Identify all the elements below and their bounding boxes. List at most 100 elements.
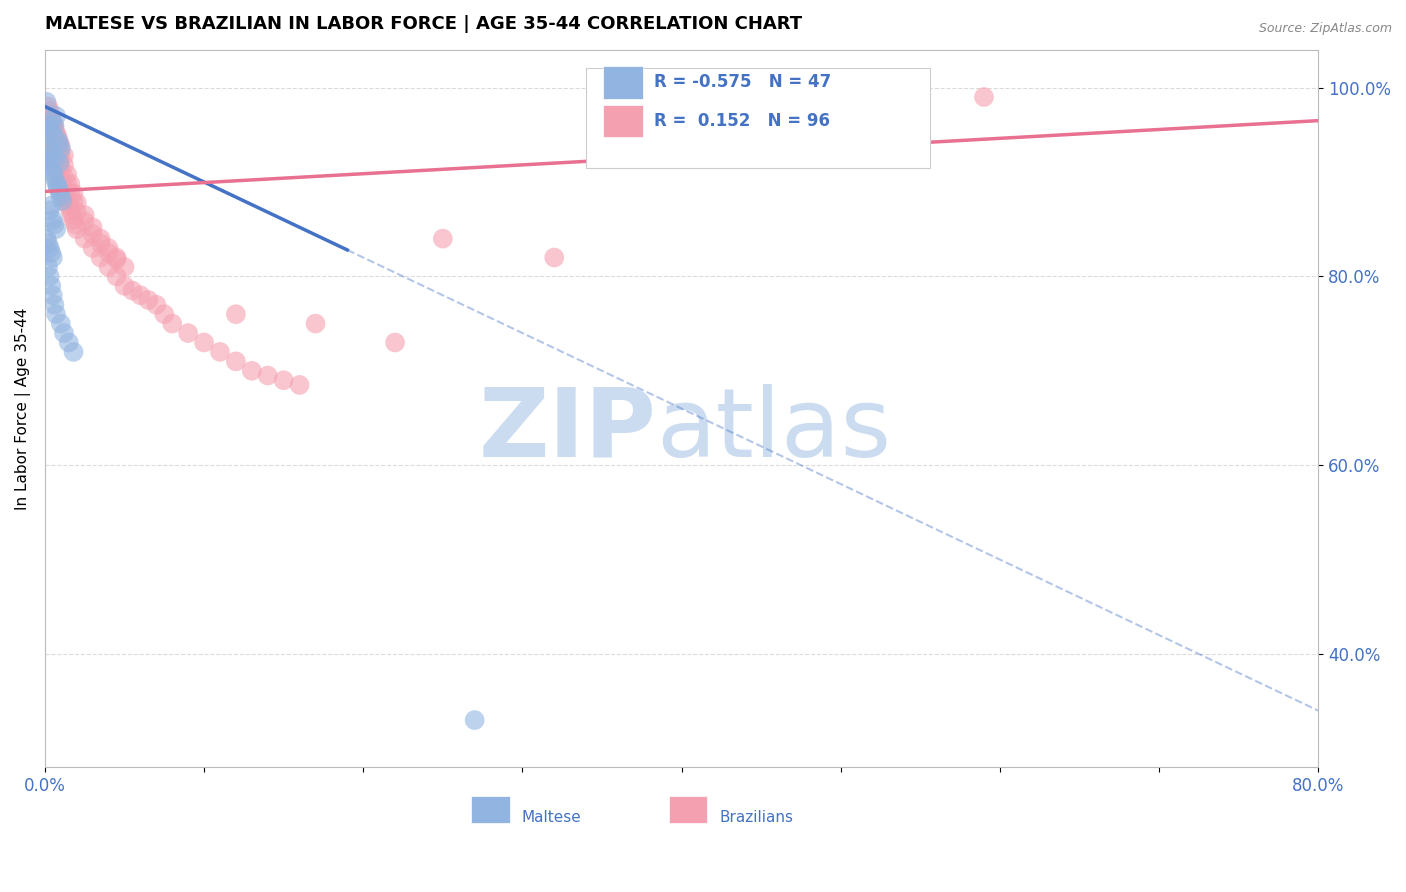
Point — [45, 109, 67, 123]
Point — [225, 354, 247, 368]
Point — [44, 170, 66, 185]
Point — [225, 307, 247, 321]
Point — [256, 368, 278, 383]
Point — [42, 165, 65, 179]
Point — [51, 194, 73, 208]
Point — [73, 232, 96, 246]
Point — [44, 129, 66, 144]
FancyBboxPatch shape — [603, 66, 644, 99]
Point — [48, 170, 70, 185]
Point — [66, 222, 89, 236]
Point — [38, 152, 60, 166]
Point — [39, 111, 62, 125]
Point — [35, 132, 58, 146]
Text: Maltese: Maltese — [522, 810, 581, 825]
Point — [73, 208, 96, 222]
Point — [56, 168, 79, 182]
Text: R = -0.575   N = 47: R = -0.575 N = 47 — [654, 73, 831, 92]
Point — [49, 175, 72, 189]
Point — [53, 158, 76, 172]
Text: MALTESE VS BRAZILIAN IN LABOR FORCE | AGE 35-44 CORRELATION CHART: MALTESE VS BRAZILIAN IN LABOR FORCE | AG… — [45, 15, 801, 33]
Point — [45, 161, 67, 175]
Point — [384, 335, 406, 350]
Point — [240, 364, 263, 378]
Point — [45, 152, 67, 166]
Point — [973, 90, 995, 104]
Point — [73, 214, 96, 228]
Point — [48, 136, 70, 150]
Point — [62, 195, 84, 210]
Point — [53, 170, 76, 185]
Point — [177, 326, 200, 340]
Point — [35, 95, 58, 109]
FancyBboxPatch shape — [603, 105, 644, 137]
Point — [432, 232, 454, 246]
Point — [42, 251, 65, 265]
Text: Brazilians: Brazilians — [720, 810, 794, 825]
Point — [160, 317, 183, 331]
Point — [49, 139, 72, 153]
Point — [48, 137, 70, 152]
Point — [90, 232, 112, 246]
Point — [66, 205, 89, 219]
Point — [42, 116, 65, 130]
Text: atlas: atlas — [657, 384, 891, 476]
Point — [42, 152, 65, 166]
Point — [105, 269, 128, 284]
Point — [37, 260, 59, 274]
Point — [62, 345, 84, 359]
Point — [48, 185, 70, 199]
Point — [37, 236, 59, 251]
Point — [90, 251, 112, 265]
Point — [44, 137, 66, 152]
Point — [51, 179, 73, 194]
Point — [46, 179, 69, 194]
Point — [153, 307, 176, 321]
Point — [46, 139, 69, 153]
Point — [82, 227, 104, 241]
Point — [37, 119, 59, 133]
Point — [37, 109, 59, 123]
Point — [46, 132, 69, 146]
Point — [304, 317, 326, 331]
Point — [62, 186, 84, 201]
Point — [138, 293, 160, 307]
Point — [46, 129, 69, 144]
Point — [44, 156, 66, 170]
Text: ZIP: ZIP — [478, 384, 657, 476]
Point — [39, 245, 62, 260]
Point — [42, 128, 65, 142]
Point — [58, 198, 80, 212]
Point — [38, 142, 60, 156]
Point — [38, 203, 60, 218]
Point — [60, 208, 83, 222]
Point — [49, 317, 72, 331]
Text: Source: ZipAtlas.com: Source: ZipAtlas.com — [1258, 22, 1392, 36]
Point — [53, 326, 76, 340]
Point — [46, 148, 69, 162]
Point — [48, 145, 70, 159]
Point — [145, 298, 167, 312]
Point — [121, 284, 143, 298]
Point — [44, 298, 66, 312]
Point — [37, 137, 59, 152]
Point — [55, 189, 77, 203]
FancyBboxPatch shape — [471, 796, 510, 823]
Point — [39, 278, 62, 293]
Point — [58, 335, 80, 350]
Point — [37, 156, 59, 170]
Point — [208, 345, 231, 359]
Point — [49, 148, 72, 162]
Point — [35, 232, 58, 246]
Point — [45, 307, 67, 321]
Point — [35, 137, 58, 152]
Point — [44, 218, 66, 232]
Point — [59, 203, 82, 218]
FancyBboxPatch shape — [669, 796, 707, 823]
Point — [49, 189, 72, 203]
Point — [37, 99, 59, 113]
Point — [63, 218, 86, 232]
Point — [48, 156, 70, 170]
Point — [44, 119, 66, 133]
Point — [39, 146, 62, 161]
